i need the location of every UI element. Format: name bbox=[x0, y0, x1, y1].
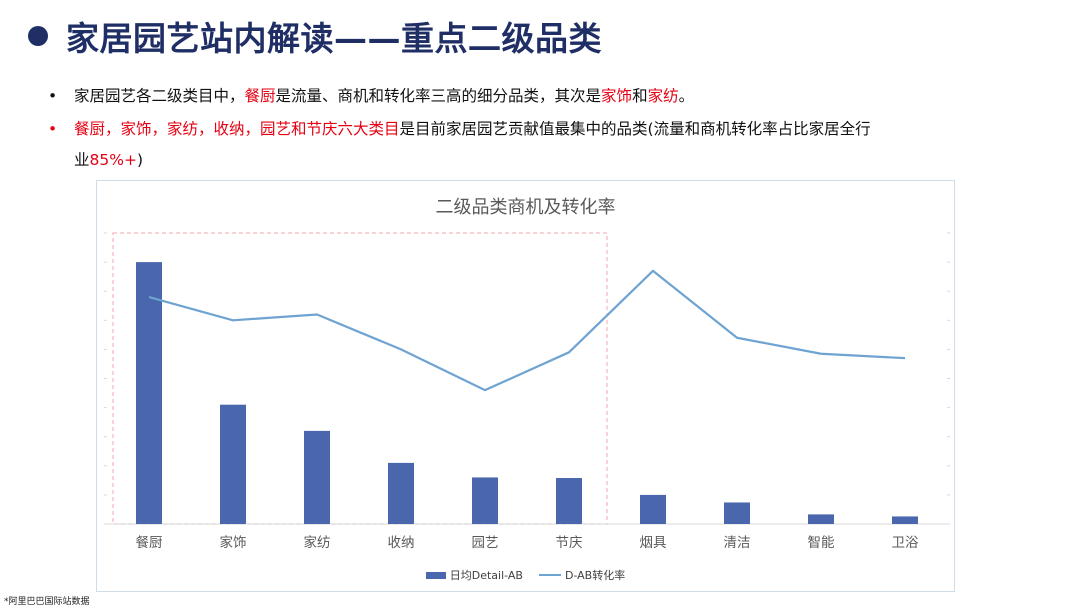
bullet-text-2-line1: 餐厨，家饰，家纺，收纳，园艺和节庆六大类目是目前家居园艺贡献值最集中的品类(流量… bbox=[74, 115, 871, 144]
chart-plot: 餐厨 家饰 家纺 收纳 园艺 节庆 烟具 清洁 智能 卫浴 bbox=[104, 232, 950, 551]
legend-bar-swatch bbox=[425, 571, 446, 579]
bar-3 bbox=[388, 462, 414, 524]
bullet-text-1: 家居园艺各二级类目中，餐厨是流量、商机和转化率三高的细分品类，其次是家饰和家纺。 bbox=[74, 82, 694, 111]
text-segment: 和 bbox=[632, 87, 648, 105]
x-tick-label: 卫浴 bbox=[892, 535, 920, 551]
x-tick-label: 智能 bbox=[808, 535, 835, 551]
highlight-segment: 85%+ bbox=[89, 151, 137, 169]
x-tick-label: 家饰 bbox=[220, 534, 247, 551]
bar-1 bbox=[220, 404, 246, 524]
bar-8 bbox=[808, 514, 834, 524]
text-segment: 家居园艺各二级类目中， bbox=[74, 87, 245, 105]
bullet-dot-icon: • bbox=[48, 120, 58, 138]
bar-0 bbox=[136, 262, 162, 524]
highlight-segment: 餐厨 bbox=[244, 87, 276, 105]
bar-7 bbox=[724, 502, 750, 524]
text-segment: 。 bbox=[678, 87, 695, 105]
x-tick-label: 餐厨 bbox=[136, 535, 163, 551]
bar-4 bbox=[472, 477, 498, 524]
text-segment: 是目前家居园艺贡献值最集中的品类(流量和商机转化率占比家居全行 bbox=[399, 120, 871, 138]
x-tick-label: 园艺 bbox=[472, 535, 499, 551]
x-tick-label: 烟具 bbox=[640, 535, 667, 551]
page-title: 家居园艺站内解读——重点二级品类 bbox=[66, 19, 602, 58]
x-tick-label: 收纳 bbox=[388, 535, 415, 551]
title-row: 家居园艺站内解读——重点二级品类 bbox=[28, 10, 602, 62]
title-bullet-dot bbox=[28, 26, 48, 46]
x-tick-label: 清洁 bbox=[724, 535, 751, 551]
highlight-segment: 家饰 bbox=[601, 87, 633, 105]
chart-container: 二级品类商机及转化率 餐厨 家饰 家纺 收纳 园艺 节庆 烟具 清洁 智能 卫浴 日均Detail… bbox=[96, 180, 955, 592]
text-segment: ) bbox=[136, 151, 144, 169]
bullet-text-2-line2: 业85%+) bbox=[74, 146, 143, 175]
legend-label: 日均Detail-AB bbox=[449, 569, 523, 582]
source-footnote: *阿里巴巴国际站数据 bbox=[4, 597, 90, 607]
legend-label: D-AB转化率 bbox=[564, 569, 626, 582]
legend-item-line: D-AB转化率 bbox=[538, 567, 626, 583]
bar-2 bbox=[304, 430, 330, 524]
chart-legend: 日均Detail-AB D-AB转化率 bbox=[97, 567, 954, 583]
chart-title: 二级品类商机及转化率 bbox=[435, 197, 616, 218]
highlight-segment: 餐厨，家饰，家纺，收纳，园艺和节庆六大类目 bbox=[74, 120, 400, 138]
bar-9 bbox=[892, 516, 918, 524]
bar-5 bbox=[556, 478, 582, 524]
highlight-segment: 家纺 bbox=[647, 87, 679, 105]
legend-item-bar: 日均Detail-AB bbox=[425, 567, 523, 583]
x-tick-label: 家纺 bbox=[304, 534, 331, 551]
legend-line-swatch bbox=[538, 574, 561, 576]
text-segment: 是流量、商机和转化率三高的细分品类，其次是 bbox=[275, 87, 602, 105]
conversion-rate-line bbox=[148, 269, 906, 392]
text-segment: 业 bbox=[74, 151, 90, 169]
bullet-dot-icon: • bbox=[48, 87, 58, 105]
x-tick-label: 节庆 bbox=[556, 535, 583, 551]
highlight-box bbox=[112, 232, 608, 525]
bar-6 bbox=[640, 494, 666, 524]
